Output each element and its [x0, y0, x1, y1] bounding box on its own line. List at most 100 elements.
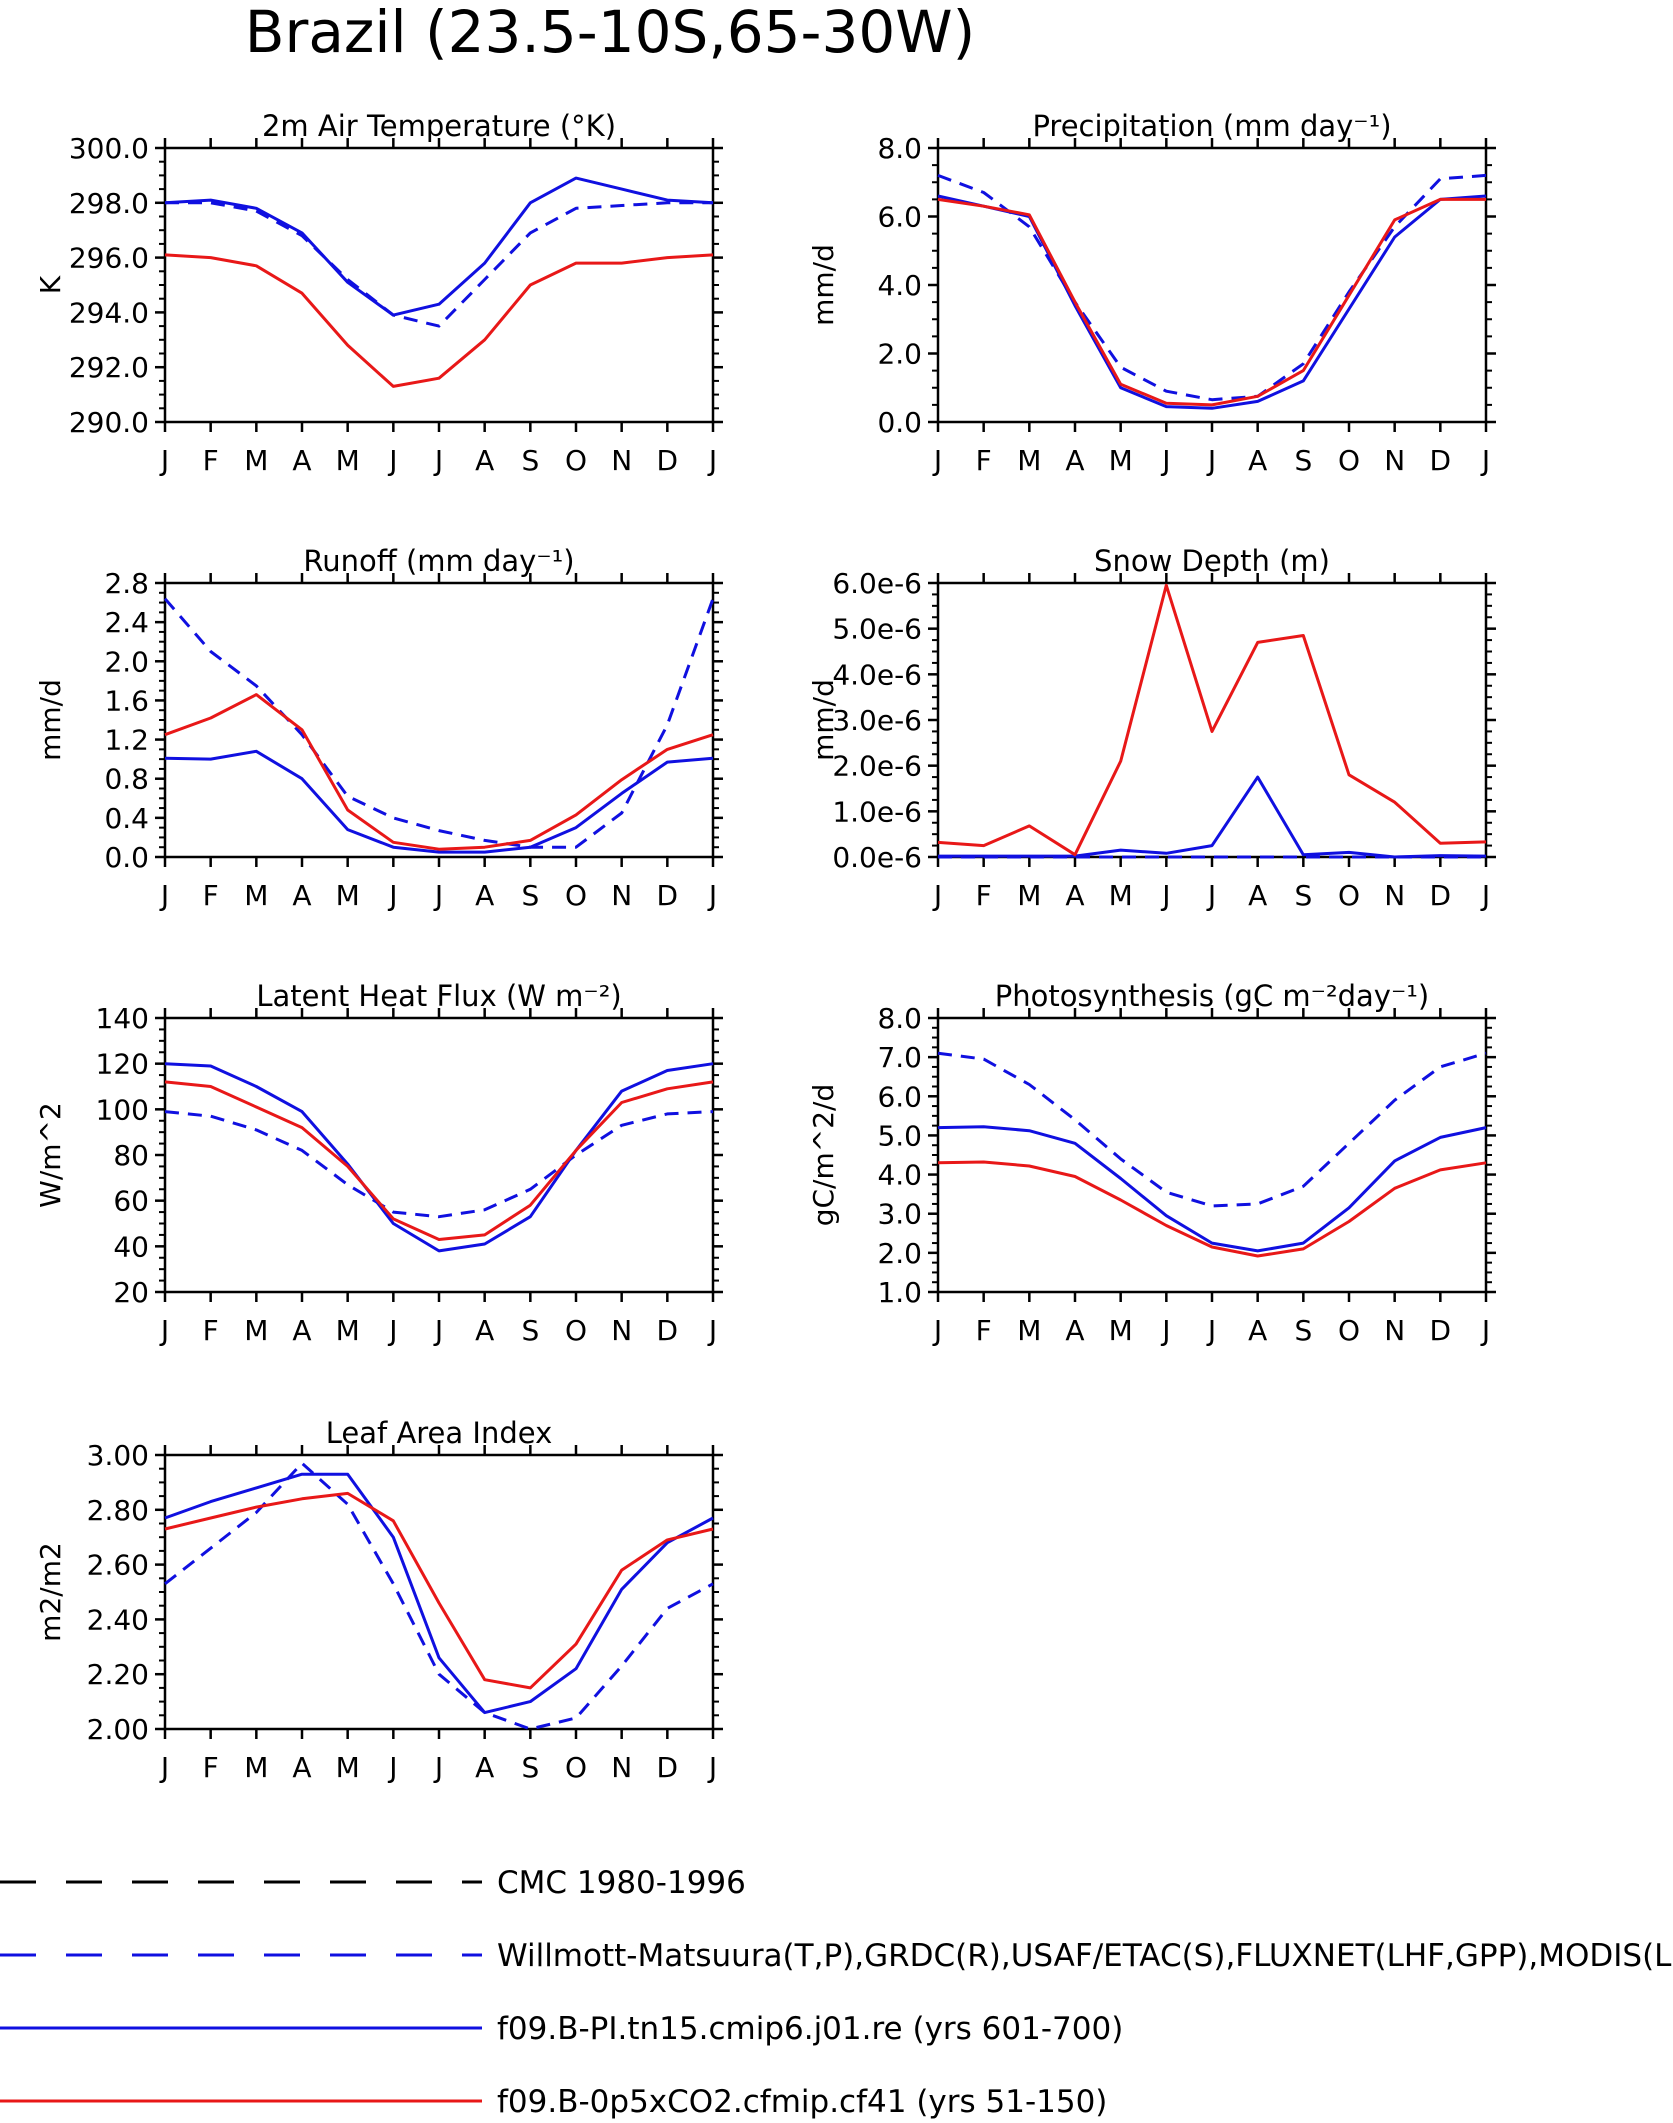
y-axis-label: K [34, 275, 67, 294]
x-tick-label: M [1017, 879, 1041, 912]
x-tick-label: J [932, 1314, 942, 1347]
plot-frame [163, 581, 715, 859]
x-tick-label: M [244, 879, 268, 912]
chart-panel-5: Latent Heat Flux (W m⁻²) W/m^2 20 40 60 80 100… [34, 979, 723, 1347]
y-tick-label: 1.2 [104, 724, 149, 757]
legend-label-1: CMC 1980-1996 [497, 1865, 746, 1901]
x-tick-label: J [433, 1314, 443, 1347]
series-line-co2 [164, 693, 714, 851]
x-tick-label: A [1248, 1314, 1267, 1347]
x-tick-label: O [1338, 444, 1360, 477]
x-tick-label: M [244, 1751, 268, 1784]
x-tick-label: O [565, 1314, 587, 1347]
x-tick-label: F [203, 879, 219, 912]
legend-label-4: f09.B-0p5xCO2.cfmip.cf41 (yrs 51-150) [497, 2084, 1107, 2120]
y-tick-label: 2.40 [87, 1603, 149, 1636]
x-tick-label: F [976, 879, 992, 912]
chart-panel-6: Photosynthesis (gC m⁻²day⁻¹) gC/m^2/d 1.0 2… [807, 979, 1496, 1347]
x-tick-label: O [565, 1751, 587, 1784]
series-line-co2 [164, 1080, 714, 1241]
x-tick-label: M [336, 879, 360, 912]
series-line-obs [164, 1461, 714, 1731]
x-tick-label: A [292, 879, 311, 912]
x-tick-label: J [433, 879, 443, 912]
x-tick-label: N [1384, 1314, 1405, 1347]
plot-frame [936, 581, 1488, 859]
y-tick-label: 4.0 [877, 269, 922, 302]
x-tick-label: A [475, 1314, 494, 1347]
series-line-pi [937, 1125, 1487, 1253]
y-tick-label: 1.0e-6 [832, 795, 922, 828]
x-tick-label: J [1206, 1314, 1216, 1347]
x-tick-label: J [1160, 879, 1170, 912]
series-line-co2 [164, 253, 714, 388]
x-tick-label: D [1430, 444, 1452, 477]
figure-title: Brazil (23.5-10S,65-30W) [245, 0, 976, 66]
y-tick-label: 3.0 [877, 1198, 922, 1231]
y-tick-label: 294.0 [69, 296, 149, 329]
x-tick-label: M [336, 1751, 360, 1784]
series-line-pi [937, 194, 1487, 410]
x-tick-label: J [387, 879, 397, 912]
x-tick-label: J [1206, 444, 1216, 477]
series-line-pi [164, 1062, 714, 1253]
series-line-obs [165, 201, 713, 328]
y-tick-label: 2.80 [87, 1494, 149, 1527]
x-tick-label: J [433, 1751, 443, 1784]
x-tick-label: N [611, 879, 632, 912]
legend-label-3: f09.B-PI.tn15.cmip6.j01.re (yrs 601-700) [497, 2011, 1123, 2047]
x-tick-label: J [932, 879, 942, 912]
panel-title: Precipitation (mm day⁻¹) [1032, 109, 1391, 143]
y-axis-label: gC/m^2/d [807, 1084, 840, 1227]
y-axis-label: mm/d [807, 679, 840, 761]
x-tick-label: N [1384, 879, 1405, 912]
x-tick-label: F [976, 1314, 992, 1347]
x-tick-label: N [611, 444, 632, 477]
x-tick-label: J [932, 444, 942, 477]
x-tick-label: O [565, 879, 587, 912]
y-tick-label: 3.00 [87, 1439, 149, 1472]
series-line-obs [163, 597, 715, 849]
y-tick-label: 290.0 [69, 406, 149, 439]
series-line-co2 [937, 197, 1486, 407]
y-tick-label: 6.0 [877, 201, 922, 234]
x-tick-label: S [1294, 1314, 1312, 1347]
x-tick-label: D [657, 444, 679, 477]
x-tick-label: J [159, 1314, 169, 1347]
y-tick-label: 8.0 [877, 132, 922, 165]
y-tick-label: 2.00 [87, 1713, 149, 1746]
series-line-pi [164, 1472, 714, 1715]
y-tick-label: 60 [113, 1185, 149, 1218]
y-tick-label: 40 [113, 1230, 149, 1263]
y-tick-label: 0.0 [877, 406, 922, 439]
x-tick-label: A [475, 444, 494, 477]
y-tick-label: 300.0 [69, 132, 149, 165]
x-tick-label: N [1384, 444, 1405, 477]
x-tick-label: O [1338, 1314, 1360, 1347]
chart-panel-1: 2m Air Temperature (°K) K 290.0 292.0 294.0 2… [34, 109, 723, 477]
y-axis-label: W/m^2 [34, 1102, 67, 1208]
x-tick-label: J [387, 1751, 397, 1784]
y-tick-label: 2.0e-6 [832, 750, 922, 783]
panel-title: Runoff (mm day⁻¹) [303, 544, 574, 578]
chart-panels: 2m Air Temperature (°K) K 290.0 292.0 294.0 2… [34, 109, 1496, 1784]
y-axis-label: m2/m2 [34, 1542, 67, 1642]
x-tick-label: M [1109, 444, 1133, 477]
plot-frame [163, 1453, 715, 1731]
y-tick-label: 2.0 [877, 1237, 922, 1270]
legend-label-2: Willmott-Matsuura(T,P),GRDC(R),USAF/ETAC… [497, 1938, 1672, 1974]
x-tick-label: A [1065, 879, 1084, 912]
series-line-pi [938, 775, 1487, 859]
y-tick-label: 8.0 [877, 1002, 922, 1035]
x-tick-label: O [1338, 879, 1360, 912]
x-tick-label: S [521, 444, 539, 477]
x-tick-label: A [475, 1751, 494, 1784]
x-tick-label: A [475, 879, 494, 912]
x-tick-label: S [521, 1751, 539, 1784]
y-tick-label: 80 [113, 1139, 149, 1172]
x-tick-label: O [565, 444, 587, 477]
x-tick-label: D [1430, 879, 1452, 912]
y-tick-label: 6.0e-6 [832, 567, 922, 600]
x-tick-label: D [657, 1751, 679, 1784]
y-tick-label: 2.4 [104, 606, 149, 639]
